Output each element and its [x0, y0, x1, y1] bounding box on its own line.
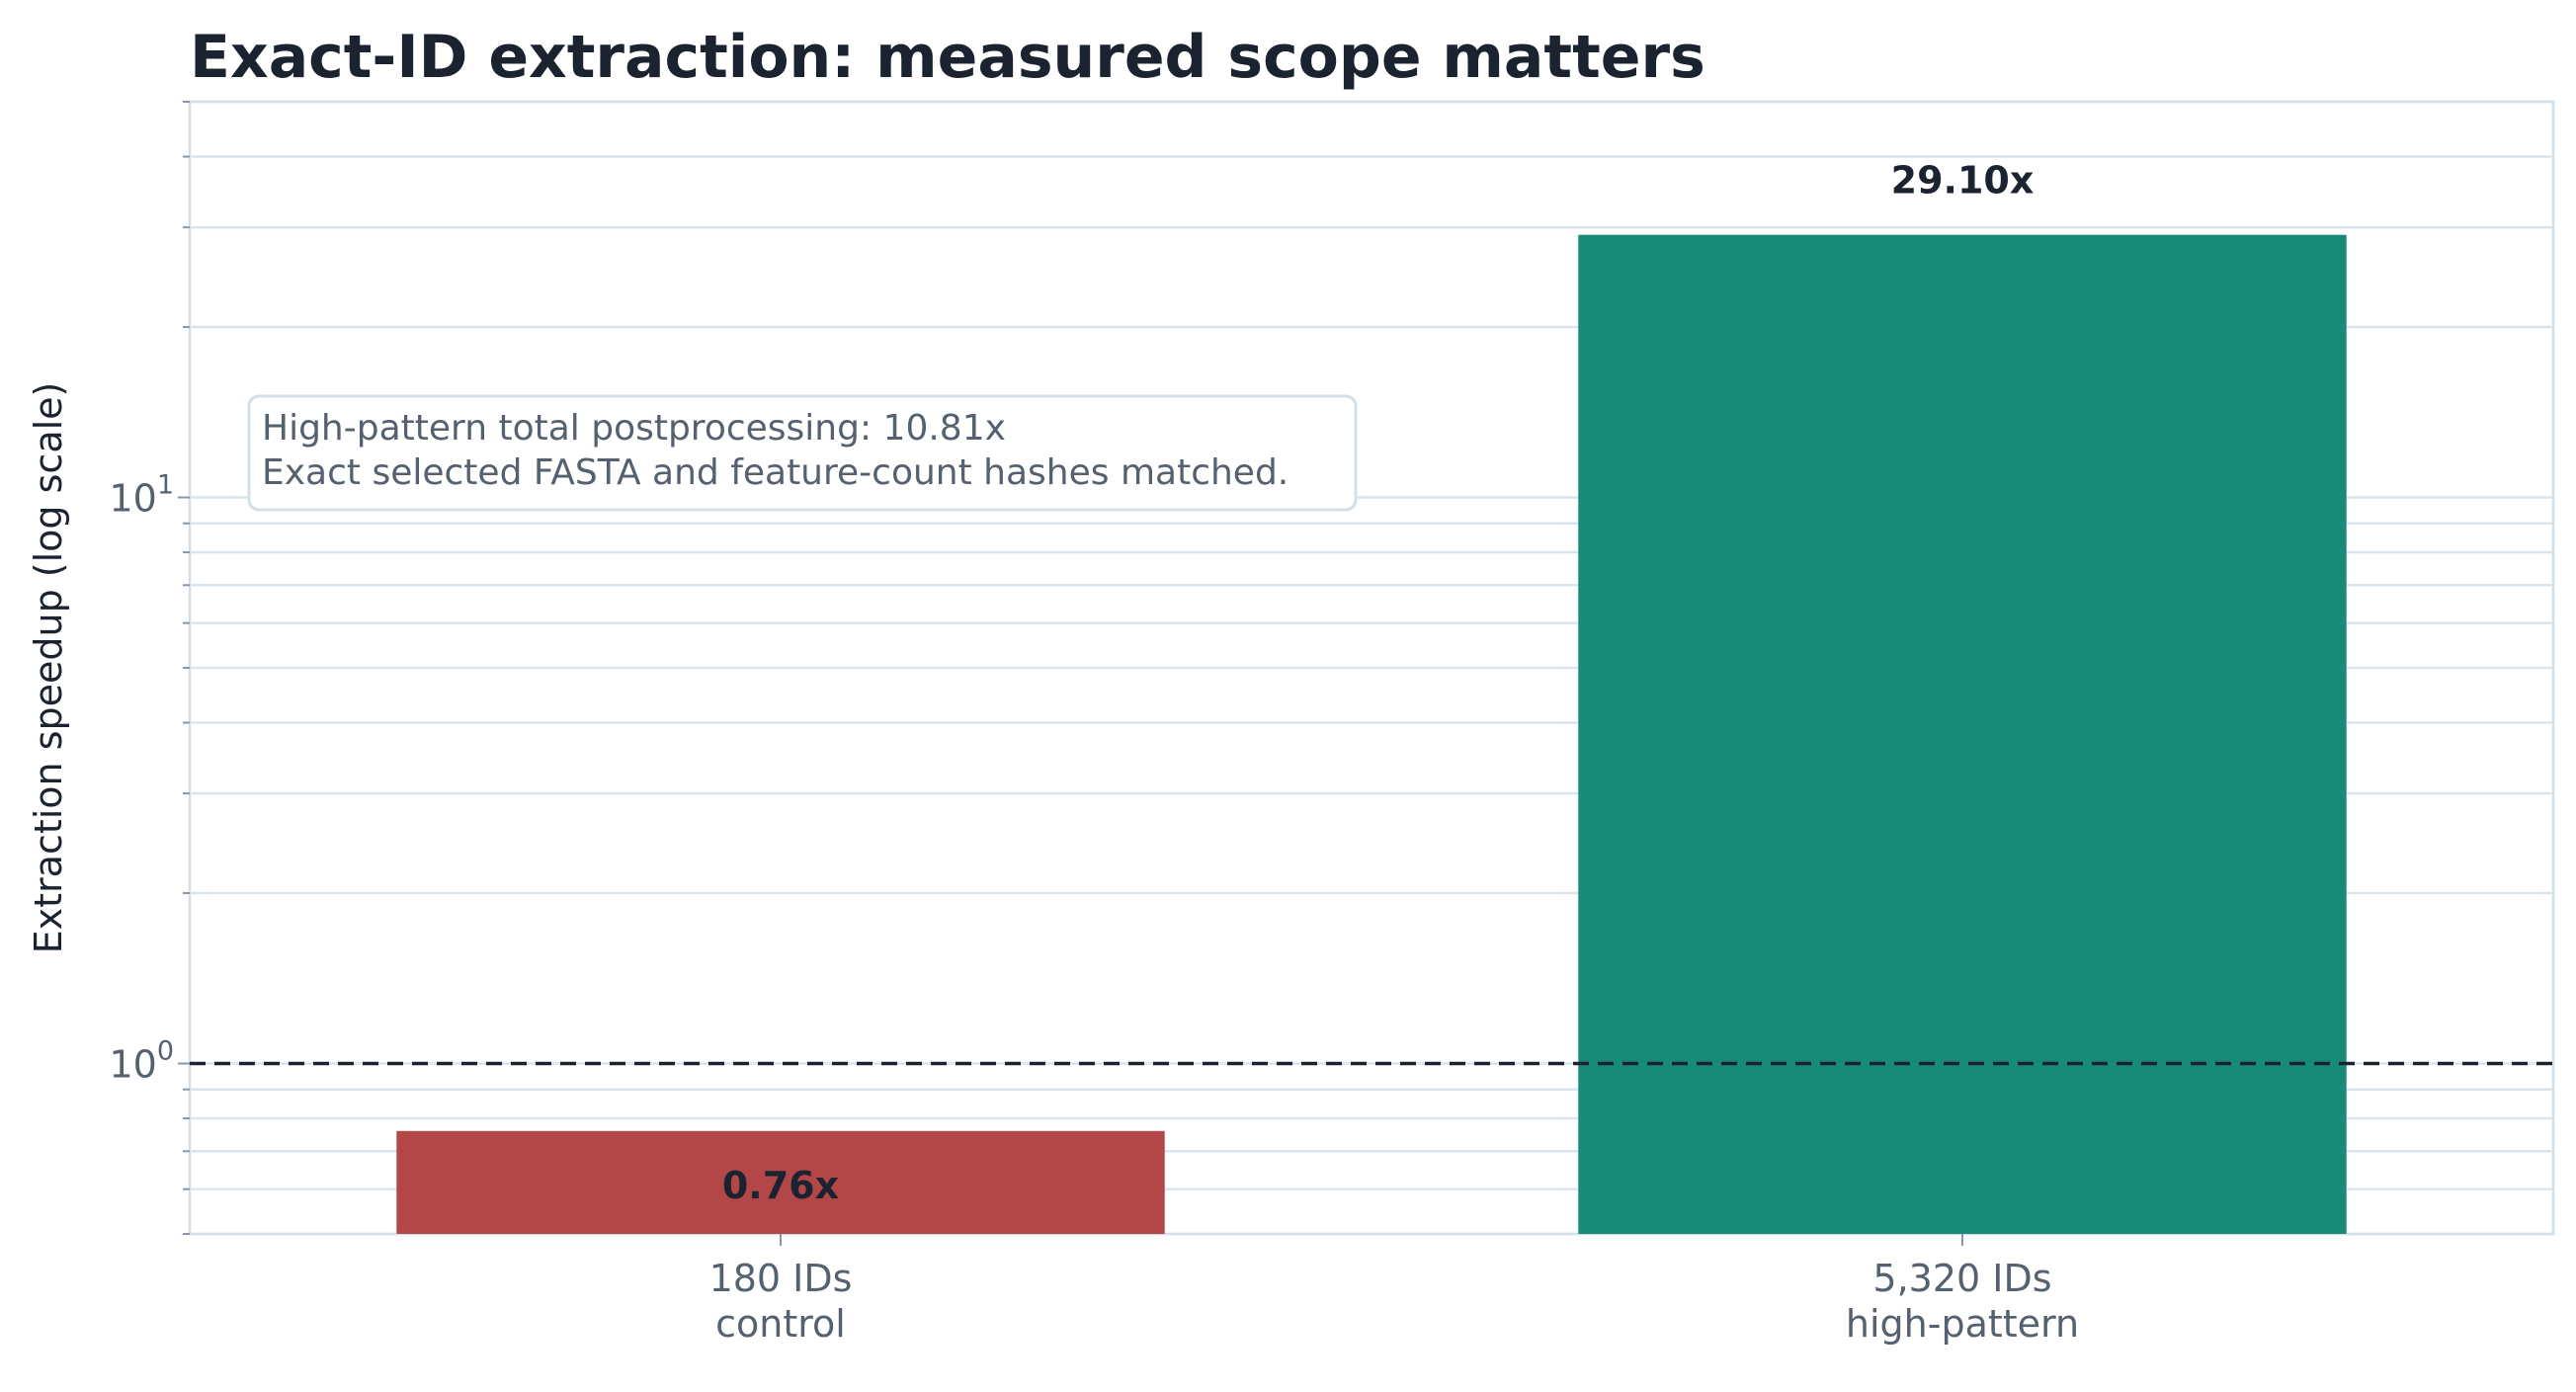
y-tick-label: 100 [109, 1036, 174, 1087]
x-tick-sublabel: high-pattern [1846, 1302, 2079, 1346]
bars: 0.76x 29.10x [396, 159, 2347, 1235]
x-tick-label: 5,320 IDs [1872, 1257, 2051, 1300]
chart-title: Exact-ID extraction: measured scope matt… [190, 23, 1705, 92]
annotation-line-2: Exact selected FASTA and feature-count h… [262, 452, 1288, 493]
x-tick-label: 180 IDs [709, 1257, 853, 1300]
annotation-box: High-pattern total postprocessing: 10.81… [247, 394, 1358, 512]
bar [396, 1130, 1165, 1234]
y-axis-label: Extraction speedup (log scale) [27, 382, 70, 954]
bar-value-label: 29.10x [1891, 159, 2035, 203]
bar [1578, 234, 2347, 1235]
x-tick-sublabel: control [715, 1302, 846, 1346]
annotation-line-1: High-pattern total postprocessing: 10.81… [262, 408, 1006, 449]
y-tick-label: 101 [109, 470, 174, 521]
bar-value-label: 0.76x [722, 1164, 839, 1207]
y-axis: 100 101 [109, 101, 190, 1235]
